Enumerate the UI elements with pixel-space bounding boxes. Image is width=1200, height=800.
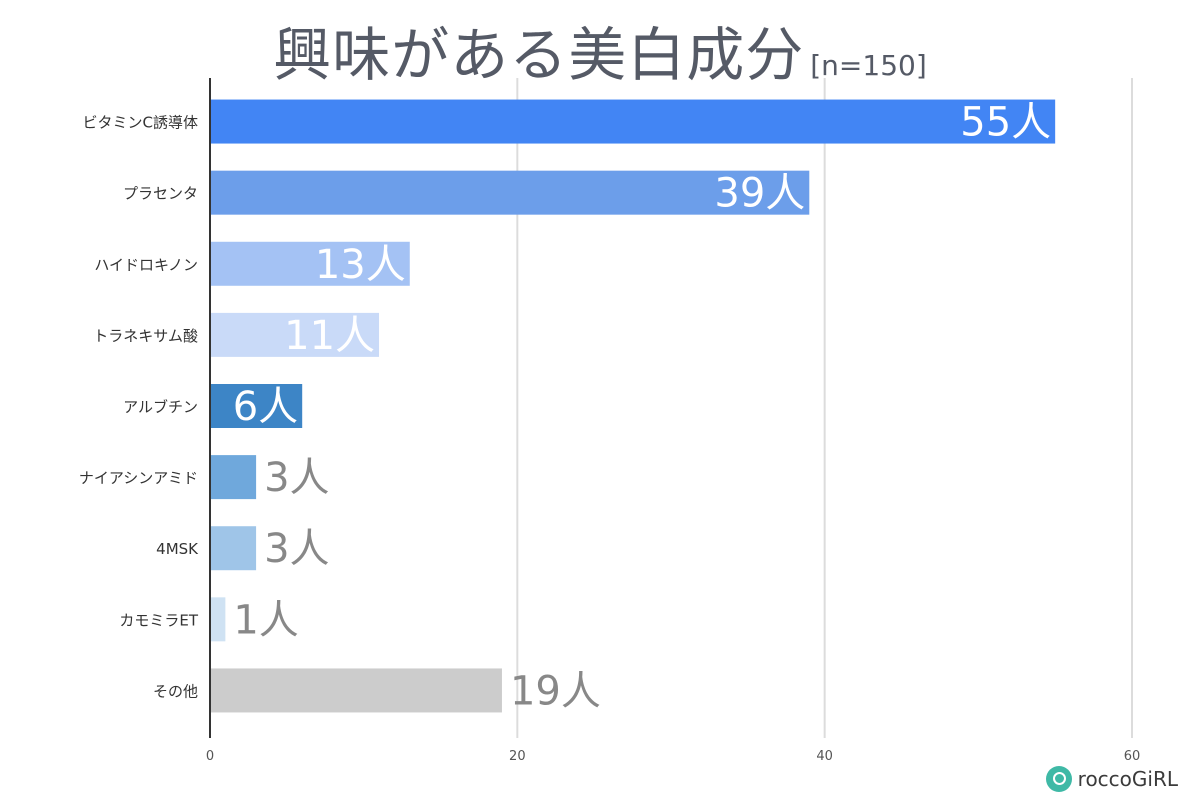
data-label: 1人 [233,597,298,643]
bar [210,99,1056,144]
chart-subtitle: [n=150] [810,49,927,82]
category-label: カモミラET [119,611,198,629]
bar [210,597,226,642]
category-label: その他 [153,682,198,700]
data-label: 3人 [264,455,329,501]
bar [210,526,257,571]
category-label: ハイドロキノン [94,256,198,274]
bar [210,241,410,286]
bar [210,384,303,428]
chart-title-block: 興味がある美白成分 [n=150] [0,8,1200,92]
data-label: 13人 [315,242,406,288]
bar [210,668,502,713]
data-label: 11人 [284,313,375,359]
category-label: ビタミンC誘導体 [83,114,198,132]
category-label: トラネキサム酸 [93,327,198,345]
x-tick-label: 20 [509,749,526,764]
data-label: 55人 [960,100,1051,146]
data-label: 19人 [510,668,601,714]
data-label: 39人 [714,171,805,217]
x-tick-label: 40 [816,749,833,764]
category-label: アルブチン [123,398,198,416]
category-label: 4MSK [156,540,199,558]
brand-name: roccoGiRL [1077,767,1178,791]
bar [210,455,257,500]
data-label: 3人 [264,526,329,572]
bar [210,312,380,357]
data-label: 6人 [233,384,298,430]
category-label: プラセンタ [123,185,198,203]
chart-title: 興味がある美白成分 [273,21,805,89]
category-label: ナイアシンアミド [79,469,198,487]
brand-logo: roccoGiRL [1045,766,1178,792]
bar [210,170,810,215]
x-tick-label: 0 [206,749,214,764]
brand-logo-icon [1045,766,1072,792]
x-tick-label: 60 [1124,749,1141,764]
